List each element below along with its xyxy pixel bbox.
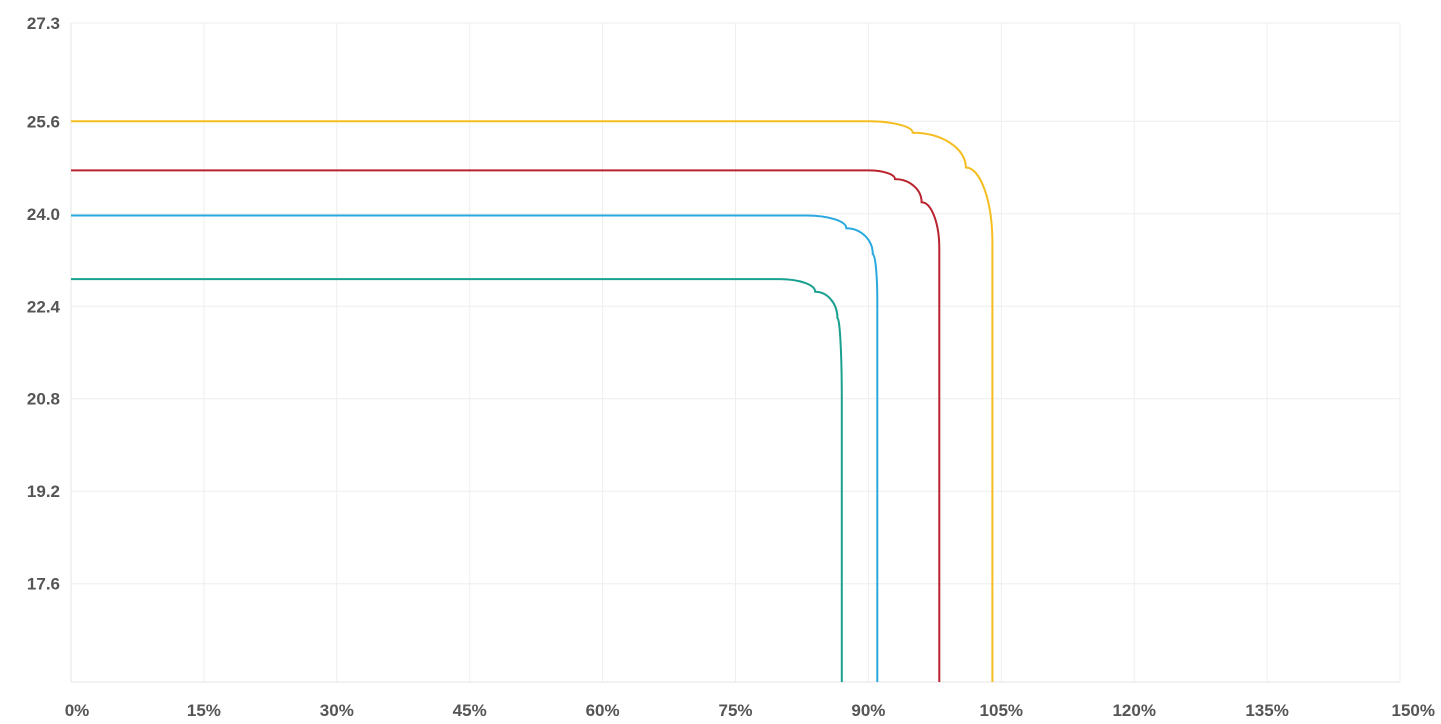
y-tick-label: 27.3 [27,14,60,33]
axes [70,23,1400,683]
y-tick-label: 20.8 [27,390,60,409]
y-tick-label: 24.0 [27,205,60,224]
y-tick-label: 19.2 [27,482,60,501]
x-tick-label: 150% [1392,701,1435,720]
x-tick-label: 120% [1112,701,1155,720]
x-tick-label: 30% [320,701,354,720]
y-tick-label: 17.6 [27,575,60,594]
x-tick-label: 60% [586,701,620,720]
y-axis-tick-labels: 27.3 25.6 24.0 22.4 20.8 19.2 17.6 [27,14,61,594]
x-tick-label: 15% [187,701,221,720]
x-tick-label: 45% [453,701,487,720]
series-group [71,120,994,682]
series-line-1 [71,120,994,682]
y-tick-label: 25.6 [27,112,60,131]
y-tick-label: 22.4 [27,297,61,316]
x-axis-tick-labels: 0% 15% 30% 45% 60% 75% 90% 105% 120% 135% 150% [65,701,1435,720]
series-line-3 [71,214,879,682]
series-line-2 [71,169,941,682]
x-tick-label: 90% [851,701,885,720]
x-tick-label: 135% [1245,701,1288,720]
x-tick-label: 105% [980,701,1023,720]
x-tick-label: 0% [65,701,90,720]
series-line-4 [71,278,843,682]
x-tick-label: 75% [718,701,752,720]
